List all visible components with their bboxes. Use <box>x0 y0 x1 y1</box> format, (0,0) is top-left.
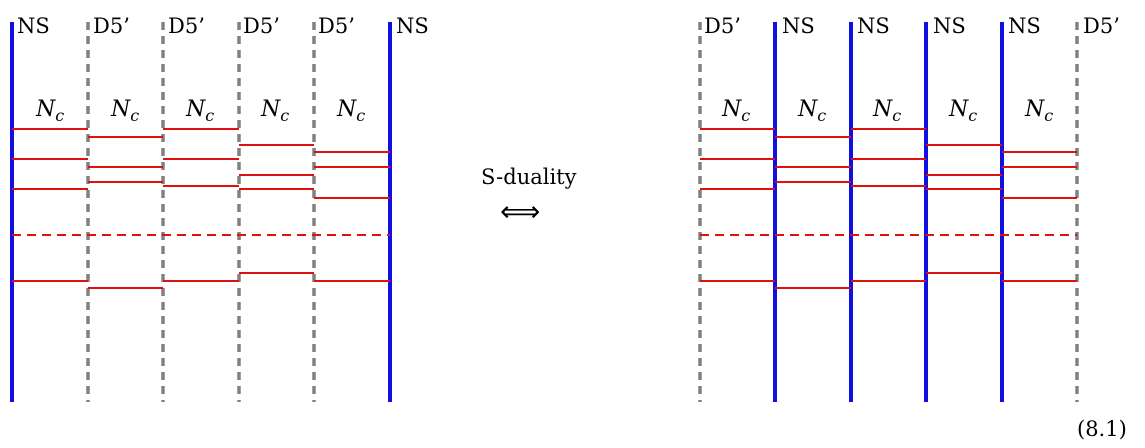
left-brane-label: D5’ <box>318 14 355 38</box>
right-brane-configuration: D5’ NS NS NS NS D5’ Nc Nc Nc Nc Nc <box>698 14 1120 402</box>
right-brane-labels: D5’ NS NS NS NS D5’ <box>704 14 1120 38</box>
left-d3-segments <box>12 128 390 289</box>
left-interval-label: Nc <box>260 97 289 125</box>
left-brane-lines <box>10 22 392 402</box>
equation-number: (8.1) <box>1077 417 1127 441</box>
right-brane-lines <box>698 22 1079 402</box>
right-brane-label: NS <box>857 14 890 38</box>
right-interval-labels: Nc Nc Nc Nc Nc <box>721 97 1053 125</box>
s-duality-marker: S-duality ⟺ <box>481 165 577 228</box>
right-interval-label: Nc <box>797 97 826 125</box>
left-brane-label: D5’ <box>93 14 130 38</box>
right-brane-label: D5’ <box>704 14 741 38</box>
left-brane-label: NS <box>396 14 429 38</box>
left-brane-configuration: NS D5’ D5’ D5’ D5’ NS Nc Nc Nc Nc Nc <box>10 14 429 402</box>
left-brane-labels: NS D5’ D5’ D5’ D5’ NS <box>17 14 429 38</box>
right-d3-segments <box>700 128 1077 289</box>
s-duality-label: S-duality <box>481 165 577 189</box>
left-interval-label: Nc <box>336 97 365 125</box>
right-interval-label: Nc <box>948 97 977 125</box>
left-brane-label: D5’ <box>168 14 205 38</box>
right-interval-label: Nc <box>721 97 750 125</box>
right-brane-label: NS <box>933 14 966 38</box>
left-interval-label: Nc <box>110 97 139 125</box>
left-interval-label: Nc <box>35 97 64 125</box>
left-interval-label: Nc <box>185 97 214 125</box>
left-brane-label: D5’ <box>243 14 280 38</box>
left-interval-labels: Nc Nc Nc Nc Nc <box>35 97 365 125</box>
right-interval-label: Nc <box>872 97 901 125</box>
right-brane-label: NS <box>782 14 815 38</box>
right-interval-label: Nc <box>1024 97 1053 125</box>
right-brane-label: D5’ <box>1083 14 1120 38</box>
left-brane-label: NS <box>17 14 50 38</box>
right-brane-label: NS <box>1008 14 1041 38</box>
double-arrow-icon: ⟺ <box>500 195 540 228</box>
